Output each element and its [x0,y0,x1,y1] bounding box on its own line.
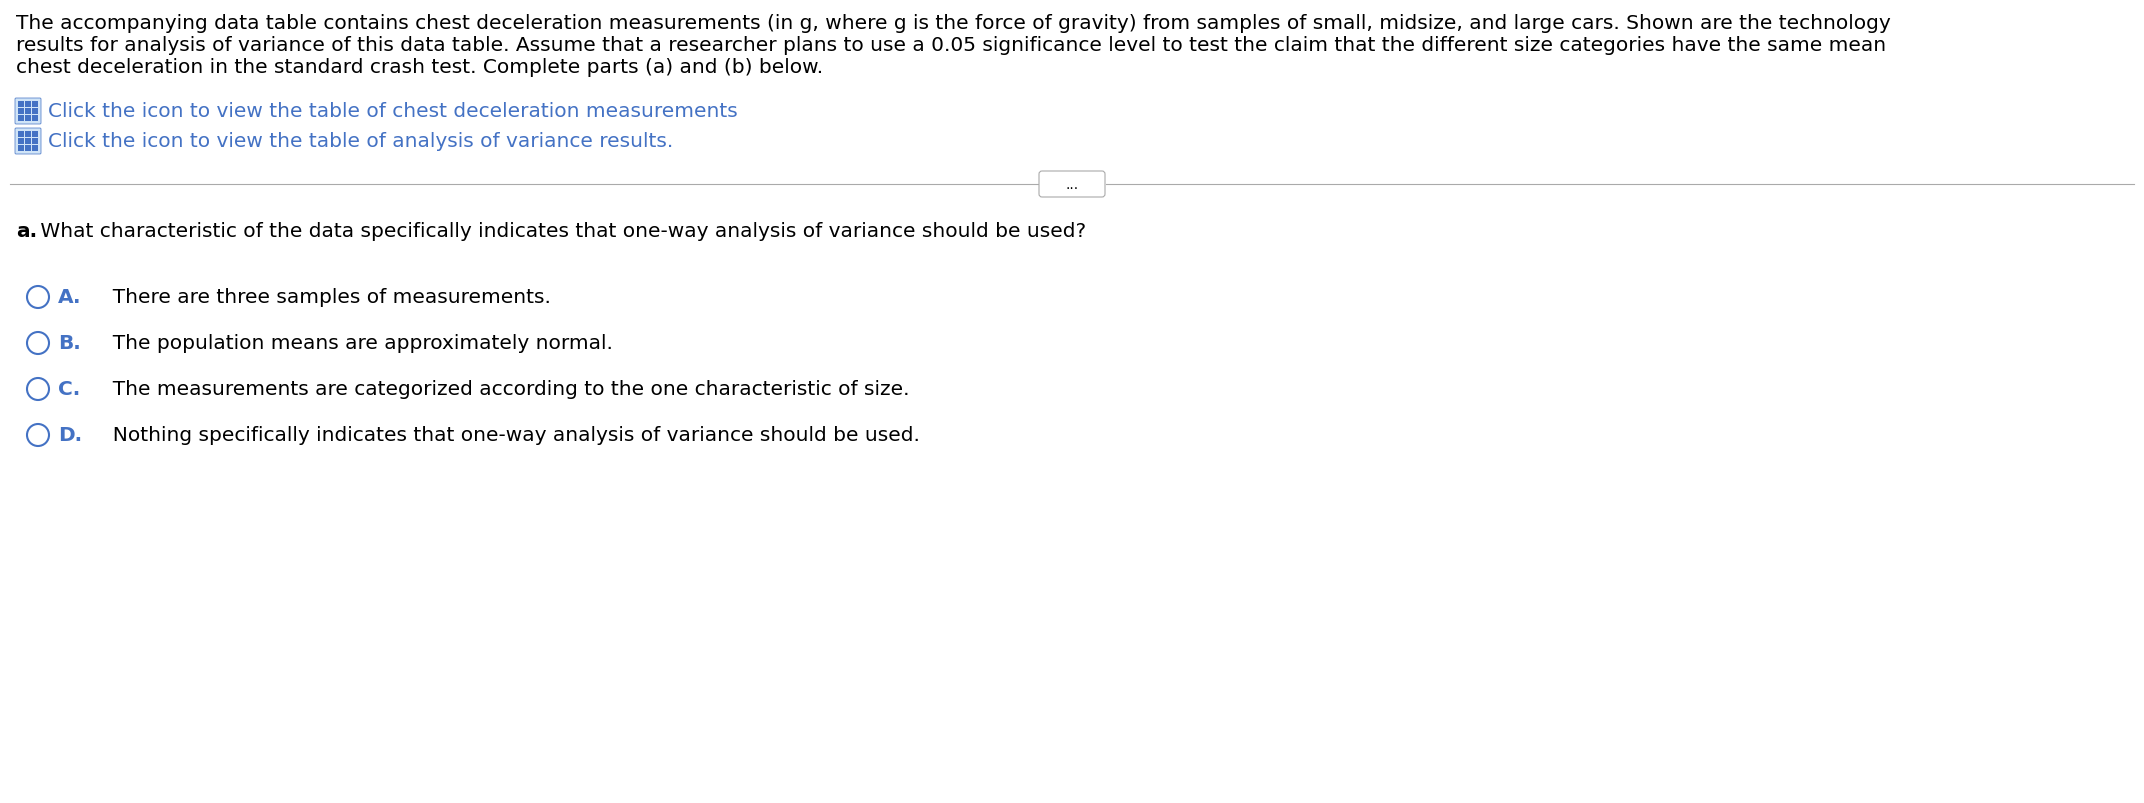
FancyBboxPatch shape [17,109,24,115]
FancyBboxPatch shape [32,132,39,137]
Text: results for analysis of variance of this data table. Assume that a researcher pl: results for analysis of variance of this… [15,36,1887,55]
Text: The population means are approximately normal.: The population means are approximately n… [101,333,613,353]
Text: The measurements are categorized according to the one characteristic of size.: The measurements are categorized accordi… [101,380,909,398]
FancyBboxPatch shape [26,102,30,108]
Text: D.: D. [58,426,81,444]
FancyBboxPatch shape [26,116,30,122]
FancyBboxPatch shape [15,99,41,124]
FancyBboxPatch shape [26,109,30,115]
FancyBboxPatch shape [32,146,39,152]
Text: What characteristic of the data specifically indicates that one-way analysis of : What characteristic of the data specific… [34,222,1087,241]
FancyBboxPatch shape [32,109,39,115]
FancyBboxPatch shape [32,116,39,122]
FancyBboxPatch shape [26,102,30,108]
Text: Click the icon to view the table of chest deceleration measurements: Click the icon to view the table of ches… [47,102,738,120]
FancyBboxPatch shape [26,116,30,122]
FancyBboxPatch shape [32,139,39,145]
FancyBboxPatch shape [32,109,39,115]
Text: The accompanying data table contains chest deceleration measurements (in g, wher: The accompanying data table contains che… [15,14,1891,33]
Text: Click the icon to view the table of analysis of variance results.: Click the icon to view the table of anal… [47,132,673,151]
FancyBboxPatch shape [32,132,39,137]
FancyBboxPatch shape [17,102,24,108]
FancyBboxPatch shape [17,102,24,108]
FancyBboxPatch shape [17,109,24,115]
FancyBboxPatch shape [32,102,39,108]
Text: a.: a. [15,222,36,241]
FancyBboxPatch shape [32,146,39,152]
Text: A.: A. [58,287,81,307]
FancyBboxPatch shape [26,132,30,137]
FancyBboxPatch shape [32,139,39,145]
FancyBboxPatch shape [26,146,30,152]
Text: Nothing specifically indicates that one-way analysis of variance should be used.: Nothing specifically indicates that one-… [101,426,920,444]
FancyBboxPatch shape [26,109,30,115]
FancyBboxPatch shape [17,132,24,137]
Text: B.: B. [58,333,81,353]
FancyBboxPatch shape [17,146,24,152]
FancyBboxPatch shape [17,139,24,145]
FancyBboxPatch shape [17,139,24,145]
FancyBboxPatch shape [17,132,24,137]
FancyBboxPatch shape [26,139,30,145]
FancyBboxPatch shape [15,128,41,155]
Text: ...: ... [1066,177,1078,192]
Text: C.: C. [58,380,79,398]
FancyBboxPatch shape [32,116,39,122]
FancyBboxPatch shape [17,116,24,122]
FancyBboxPatch shape [1040,172,1104,198]
Text: chest deceleration in the standard crash test. Complete parts (a) and (b) below.: chest deceleration in the standard crash… [15,58,823,77]
FancyBboxPatch shape [17,116,24,122]
FancyBboxPatch shape [17,146,24,152]
FancyBboxPatch shape [26,146,30,152]
Text: There are three samples of measurements.: There are three samples of measurements. [101,287,551,307]
FancyBboxPatch shape [32,102,39,108]
FancyBboxPatch shape [26,139,30,145]
FancyBboxPatch shape [26,132,30,137]
